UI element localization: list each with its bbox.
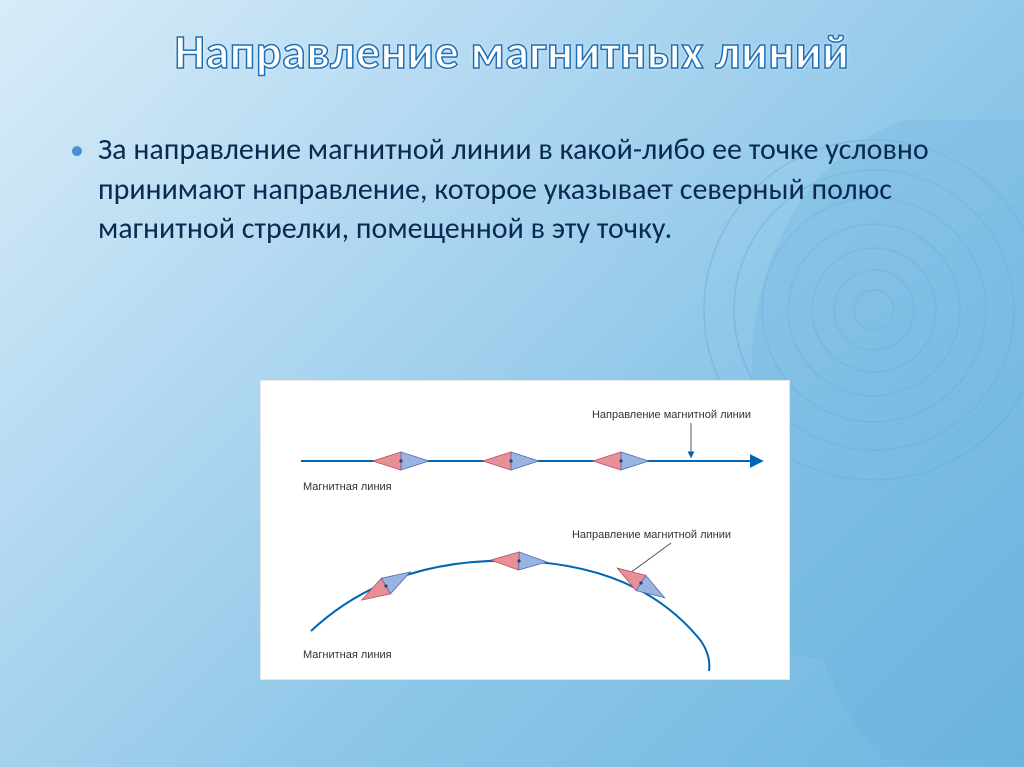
- bullet-paragraph: За направление магнитной линии в какой-л…: [98, 130, 950, 249]
- diagram-figure: Направление магнитной линии Магнитная ли…: [260, 380, 790, 680]
- label-direction-top: Направление магнитной линии: [592, 409, 751, 421]
- body-text-block: • За направление магнитной линии в какой…: [70, 130, 950, 249]
- slide: Направление магнитных линий • За направл…: [0, 0, 1024, 767]
- label-line-bottom: Магнитная линия: [303, 649, 392, 661]
- bullet-marker: •: [70, 130, 84, 169]
- label-line-top: Магнитная линия: [303, 481, 392, 493]
- slide-title: Направление магнитных линий: [0, 22, 1024, 81]
- label-direction-bottom: Направление магнитной линии: [572, 529, 731, 541]
